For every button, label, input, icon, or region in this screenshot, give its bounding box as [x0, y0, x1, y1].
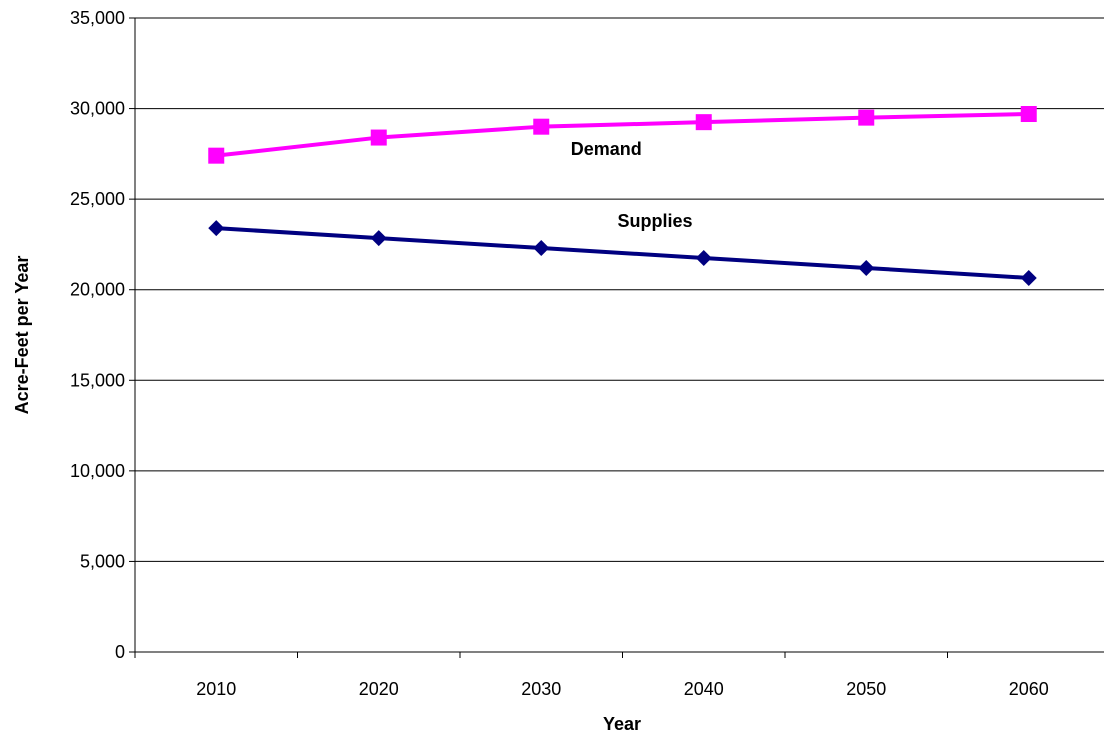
- demand-point: [208, 147, 225, 164]
- x-tick-label: 2030: [521, 679, 561, 699]
- demand-series-label: Demand: [571, 139, 642, 159]
- supplies-point: [1020, 269, 1037, 286]
- y-tick-label: 0: [115, 642, 125, 662]
- y-axis-title: Acre-Feet per Year: [12, 256, 32, 415]
- supplies-series-line: [216, 226, 1029, 280]
- demand-point: [533, 118, 550, 135]
- y-tick-label: 20,000: [70, 280, 125, 300]
- demand-point: [858, 109, 875, 126]
- x-tick-label: 2020: [359, 679, 399, 699]
- x-tick-label: 2060: [1009, 679, 1049, 699]
- x-tick-label: 2040: [684, 679, 724, 699]
- demand-point: [1020, 106, 1037, 123]
- x-axis-title: Year: [603, 714, 641, 734]
- y-tick-label: 5,000: [80, 551, 125, 571]
- y-tick-label: 15,000: [70, 370, 125, 390]
- supplies-point: [208, 220, 225, 237]
- plot-area: [134, 17, 1104, 653]
- demand-point: [695, 114, 712, 131]
- supplies-point: [370, 230, 387, 247]
- supplies-point: [695, 250, 712, 267]
- demand-series-line: [216, 112, 1029, 158]
- x-tick-label: 2050: [846, 679, 886, 699]
- supplies-point: [533, 240, 550, 257]
- y-axis-ticks: 0 5,000 10,000 15,000 20,000 25,000 30,000 35,0…: [70, 8, 135, 662]
- series-group: Demand Supplies: [208, 106, 1037, 286]
- y-tick-label: 30,000: [70, 99, 125, 119]
- supplies-series-label: Supplies: [617, 211, 692, 231]
- gridlines: [135, 108, 1104, 562]
- y-tick-label: 10,000: [70, 461, 125, 481]
- x-axis-ticks: 2010 2020 2030 2040 2050 2060: [134, 652, 1049, 699]
- demand-point: [370, 129, 387, 146]
- y-tick-label: 25,000: [70, 189, 125, 209]
- supplies-point: [858, 259, 875, 276]
- x-tick-label: 2010: [196, 679, 236, 699]
- y-tick-label: 35,000: [70, 8, 125, 28]
